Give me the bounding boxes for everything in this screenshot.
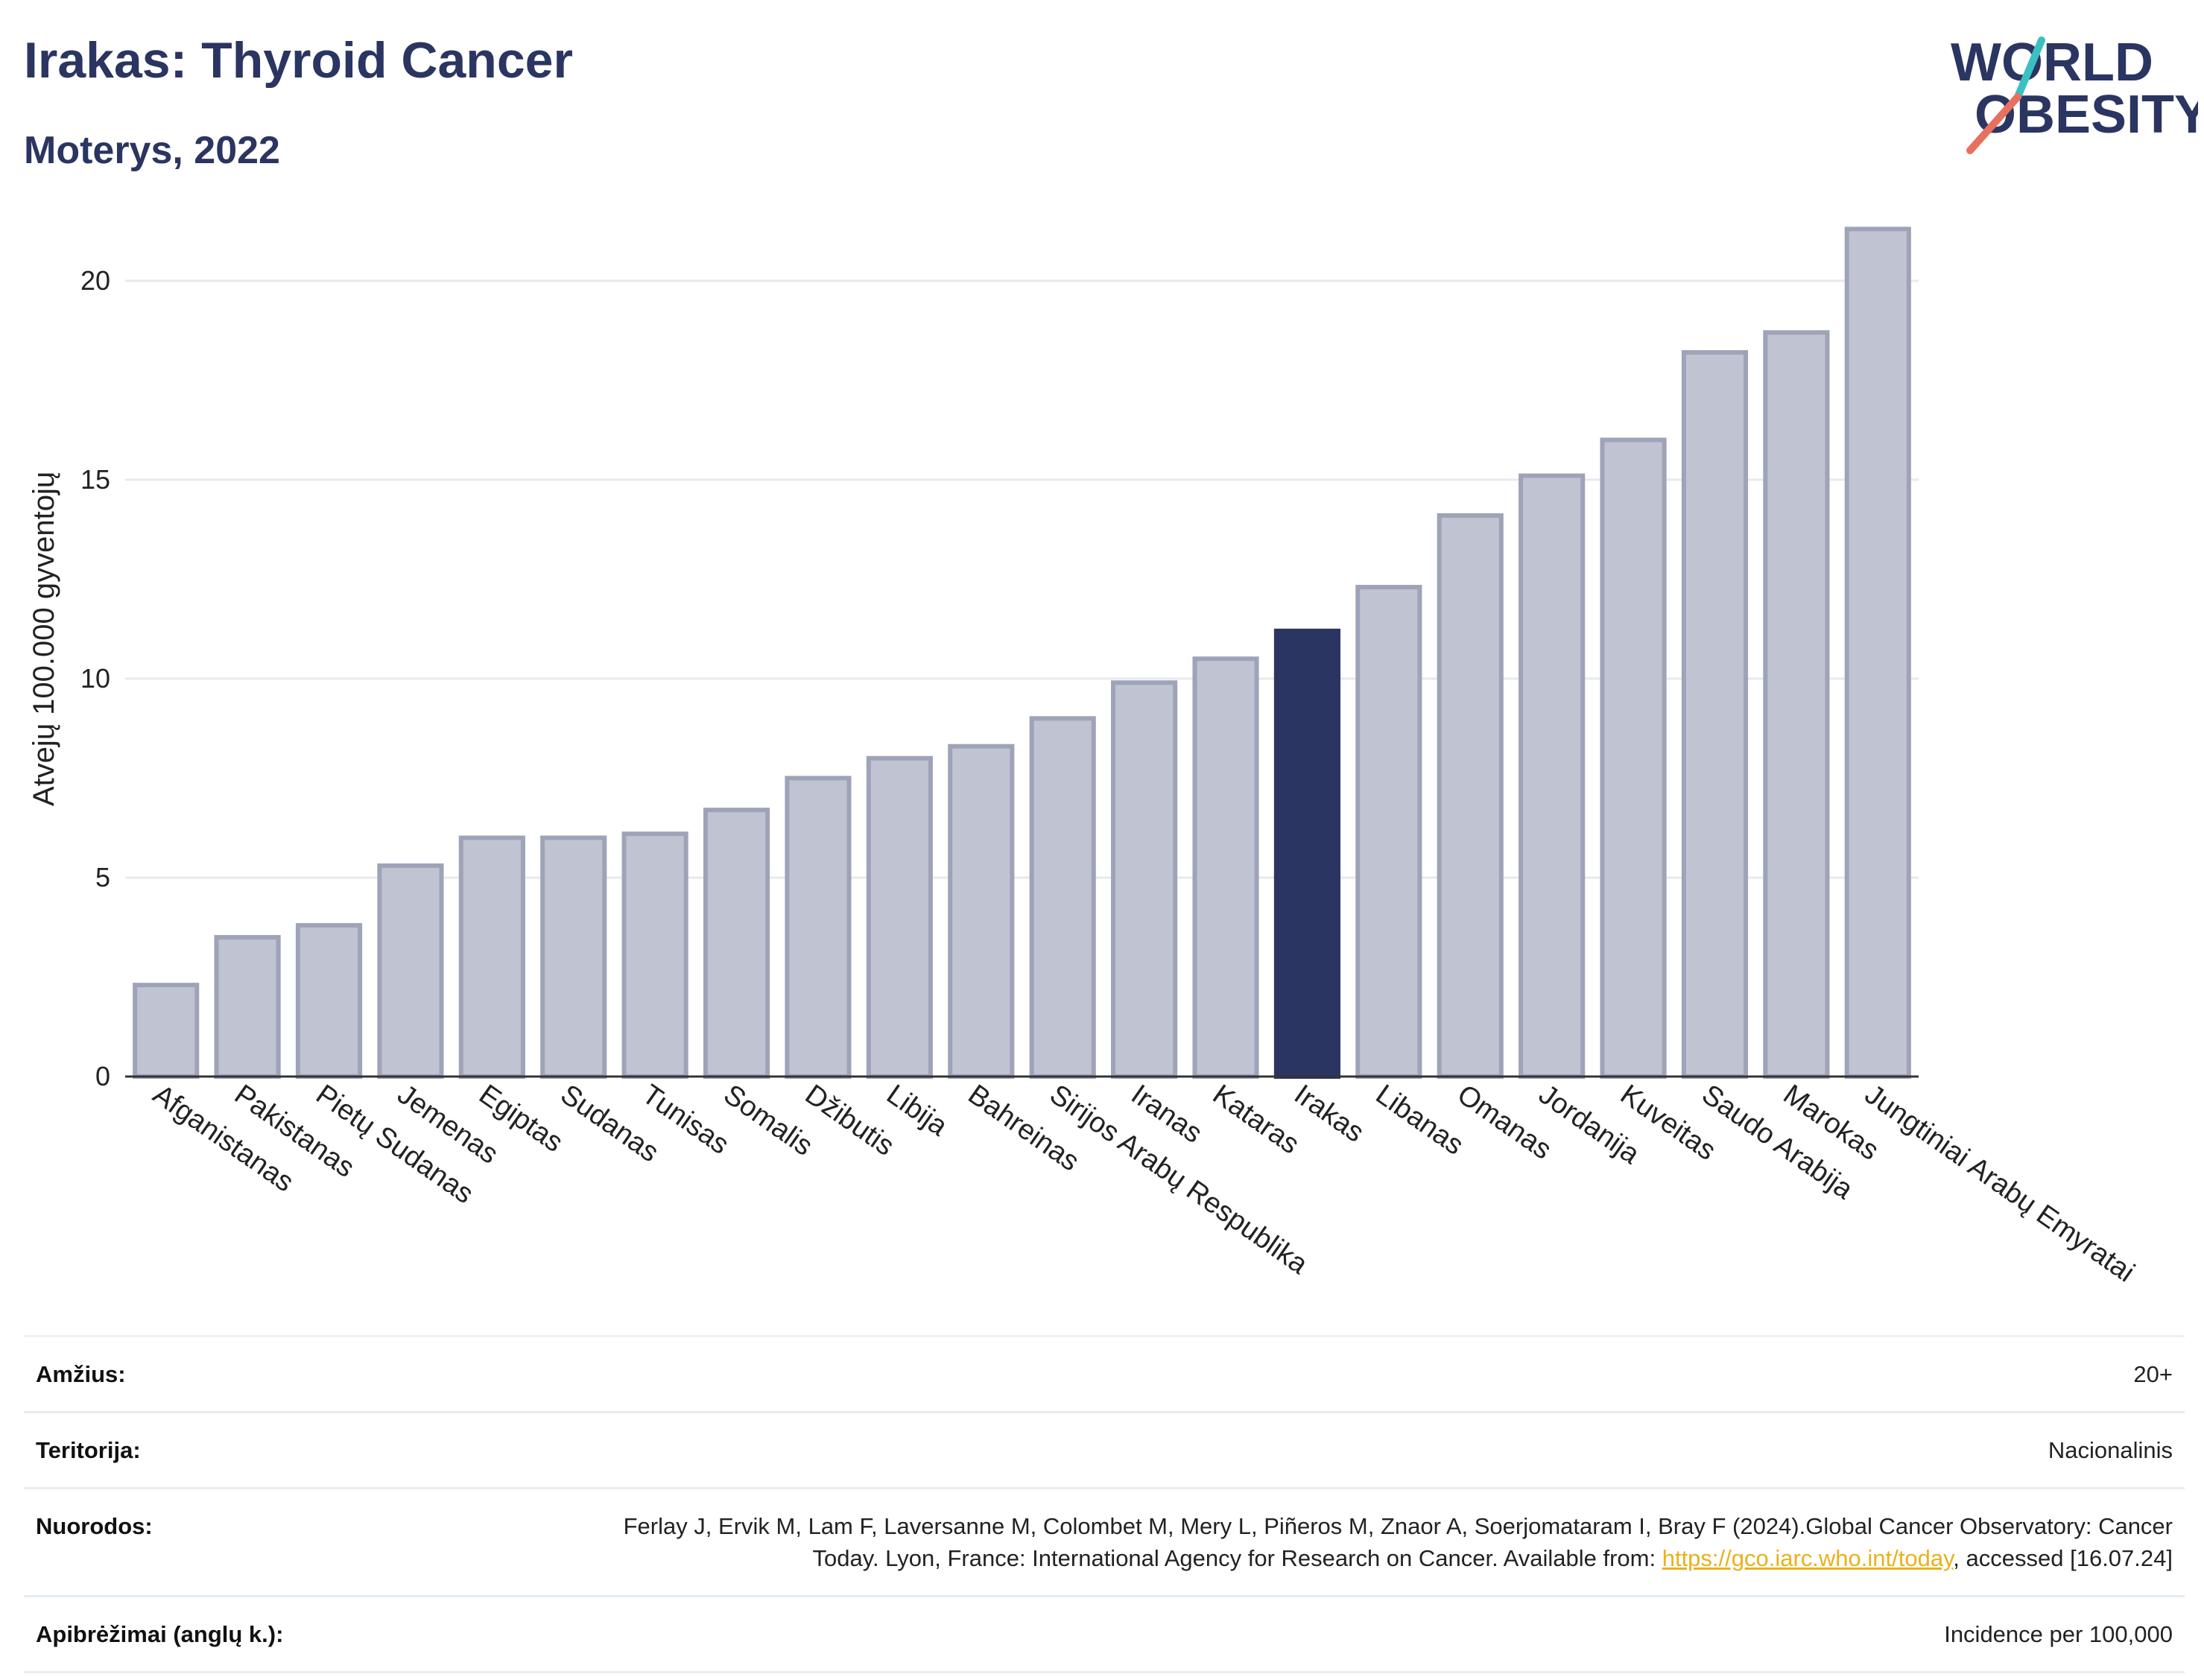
bar xyxy=(1111,680,1178,1079)
bar xyxy=(1681,349,1749,1080)
x-tick-label: Jungtiniai Arabų Emyratai xyxy=(1859,1079,2140,1289)
y-tick-label: 20 xyxy=(80,265,110,296)
references-value: Ferlay J, Ervik M, Lam F, Laversanne M, … xyxy=(623,1510,2173,1574)
bar xyxy=(1763,330,1830,1079)
bar xyxy=(785,776,852,1079)
logo-line2: OBESITY xyxy=(1975,85,2198,145)
references-suffix: , accessed [16.07.24] xyxy=(1953,1545,2173,1571)
references-label: Nuorodos: xyxy=(36,1513,153,1539)
bar xyxy=(540,835,607,1079)
logo-slash-teal-icon xyxy=(2014,37,2045,101)
info-row-territory: Teritorija: Nacionalinis xyxy=(24,1413,2185,1489)
bar xyxy=(1600,437,1667,1079)
references-link[interactable]: https://gco.iarc.who.int/today xyxy=(1662,1545,1954,1571)
x-tick-label: Libanas xyxy=(1370,1079,1469,1161)
world-obesity-logo: WORLD OBESITY xyxy=(1951,33,2198,154)
bar xyxy=(1273,628,1341,1079)
bar xyxy=(621,831,688,1080)
x-tick-label: Somalis xyxy=(718,1079,818,1162)
info-row-age: Amžius: 20+ xyxy=(24,1337,2185,1413)
territory-value: Nacionalinis xyxy=(2048,1437,2173,1463)
bar xyxy=(866,755,933,1080)
definitions-value: Incidence per 100,000 xyxy=(1944,1621,2173,1647)
bar xyxy=(948,744,1015,1079)
bar-chart: 0 5 10 15 20 Atvejų 100.000 gyventojų Afganist… xyxy=(28,226,2140,1289)
x-tick-label: Afganistanas xyxy=(148,1079,300,1198)
territory-label: Teritorija: xyxy=(36,1437,141,1463)
age-value: 20+ xyxy=(2133,1361,2173,1387)
x-tick-label: Džibutis xyxy=(799,1079,900,1162)
bar xyxy=(703,808,770,1079)
x-tick-label: Kataras xyxy=(1207,1079,1305,1161)
y-tick-label: 10 xyxy=(80,663,110,694)
logo-line1: WORLD xyxy=(1951,33,2153,92)
bar xyxy=(1192,656,1259,1079)
bar xyxy=(1844,226,1911,1079)
bar xyxy=(214,935,281,1080)
bar xyxy=(377,863,444,1079)
age-label: Amžius: xyxy=(36,1361,126,1387)
info-table: Amžius: 20+ Teritorija: Nacionalinis Nuo… xyxy=(24,1335,2185,1673)
bar xyxy=(1519,473,1586,1079)
bar xyxy=(1355,585,1422,1079)
bar xyxy=(295,923,363,1079)
y-tick-label: 5 xyxy=(95,862,110,893)
y-axis-label: Atvejų 100.000 gyventojų xyxy=(28,472,60,806)
info-row-references: Nuorodos: Ferlay J, Ervik M, Lam F, Lave… xyxy=(24,1489,2185,1597)
bar xyxy=(1437,513,1504,1079)
logo-slash-coral-icon xyxy=(1966,93,2021,154)
bar xyxy=(458,835,525,1079)
bar xyxy=(1029,716,1096,1079)
page-subtitle: Moterys, 2022 xyxy=(24,129,280,172)
y-tick-label: 0 xyxy=(95,1061,110,1091)
page-title: Irakas: Thyroid Cancer xyxy=(24,32,573,89)
references-text: Ferlay J, Ervik M, Lam F, Laversanne M, … xyxy=(623,1513,2173,1571)
bar xyxy=(133,983,200,1079)
info-row-definitions: Apibrėžimai (anglų k.): Incidence per 10… xyxy=(24,1597,2185,1673)
y-tick-label: 15 xyxy=(80,464,110,495)
definitions-label: Apibrėžimai (anglų k.): xyxy=(36,1621,284,1647)
